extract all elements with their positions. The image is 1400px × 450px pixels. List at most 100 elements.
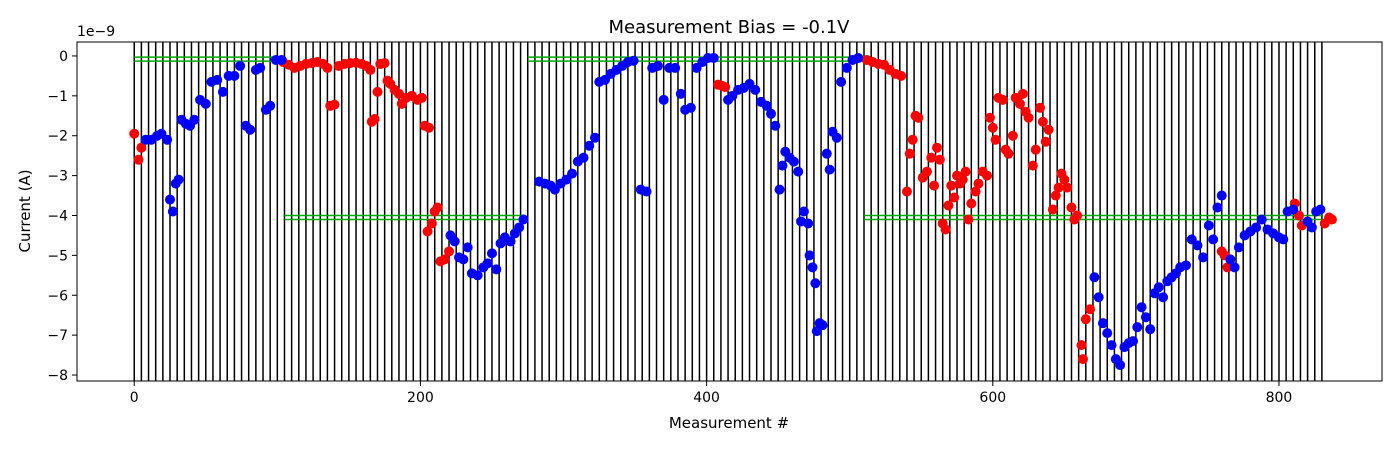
data-point-blue: [685, 102, 696, 113]
chart-title: Measurement Bias = -0.1V: [608, 17, 850, 38]
data-point-blue: [245, 124, 256, 135]
y-axis: 0 −1 −2 −3 −4 −5 −6 −7 −8: [47, 49, 77, 384]
data-point-blue: [255, 62, 266, 73]
data-point-red: [973, 178, 984, 189]
data-point-blue: [1256, 214, 1267, 225]
data-point-blue: [1192, 240, 1203, 251]
data-point-red: [369, 113, 380, 124]
data-point-red: [949, 192, 960, 203]
data-point-red: [896, 70, 907, 81]
y-tick-label: −1: [47, 89, 68, 105]
data-point-blue: [1106, 340, 1117, 351]
data-point-red: [372, 86, 383, 97]
data-point-blue: [675, 88, 686, 99]
data-point-red: [940, 224, 951, 235]
data-point-blue: [807, 262, 818, 273]
data-point-blue: [1208, 234, 1219, 245]
data-point-blue: [1203, 220, 1214, 231]
x-axis-label: Measurement #: [669, 414, 789, 432]
data-point-blue: [708, 52, 719, 63]
data-point-blue: [482, 258, 493, 269]
plot-frame: [76, 41, 1383, 382]
data-point-red: [929, 180, 940, 191]
data-point-red: [931, 142, 942, 153]
data-point-blue: [486, 248, 497, 259]
data-point-group: [129, 52, 1337, 371]
data-point-blue: [472, 270, 483, 281]
data-point-red: [926, 152, 937, 163]
data-point-blue: [458, 254, 469, 265]
data-point-blue: [824, 164, 835, 175]
x-tick-label: 600: [979, 390, 1006, 406]
data-point-red: [133, 154, 144, 165]
data-point-red: [424, 122, 435, 133]
data-point-blue: [449, 236, 460, 247]
data-point-red: [1037, 116, 1048, 127]
data-point-red: [1076, 340, 1087, 351]
data-point-red: [416, 92, 427, 103]
data-point-blue: [774, 184, 785, 195]
data-point-blue: [212, 74, 223, 85]
data-point-red: [1007, 130, 1018, 141]
data-point-blue: [652, 60, 663, 71]
data-point-red: [913, 112, 924, 123]
data-point-red: [1066, 202, 1077, 213]
data-point-blue: [658, 94, 669, 105]
data-point-red: [426, 218, 437, 229]
data-point-red: [907, 134, 918, 145]
data-point-blue: [189, 114, 200, 125]
data-point-red: [329, 99, 340, 110]
data-point-red: [322, 62, 333, 73]
data-point-red: [966, 198, 977, 209]
y-tick-label: −2: [47, 129, 68, 145]
data-point-red: [970, 186, 981, 197]
data-point-blue: [462, 242, 473, 253]
data-point-blue: [1128, 336, 1139, 347]
data-point-red: [1027, 160, 1038, 171]
data-point-red: [1077, 354, 1088, 365]
data-point-blue: [1216, 190, 1227, 201]
data-point-red: [1050, 190, 1061, 201]
data-point-red: [982, 170, 993, 181]
data-point-blue: [1136, 302, 1147, 313]
x-axis: 0 200 400 600 800: [130, 381, 1293, 406]
data-point-blue: [1158, 292, 1169, 303]
data-point-red: [129, 128, 140, 139]
data-point-blue: [578, 152, 589, 163]
data-point-blue: [1153, 282, 1164, 293]
data-point-red: [1085, 304, 1096, 315]
data-point-blue: [1306, 222, 1317, 233]
data-point-red: [943, 200, 954, 211]
data-point-blue: [589, 132, 600, 143]
data-point-red: [136, 142, 147, 153]
x-tick-label: 800: [1266, 390, 1293, 406]
data-point-red: [963, 214, 974, 225]
data-point-blue: [1102, 328, 1113, 339]
data-point-blue: [1225, 254, 1236, 265]
data-point-blue: [804, 250, 815, 261]
data-point-blue: [584, 140, 595, 151]
y-tick-label: 0: [59, 49, 68, 65]
data-point-red: [921, 166, 932, 177]
data-point-blue: [1315, 204, 1326, 215]
y-tick-label: −5: [47, 248, 68, 264]
data-point-blue: [1212, 202, 1223, 213]
data-point-red: [1222, 262, 1233, 273]
data-point-red: [1017, 88, 1028, 99]
data-point-red: [1326, 214, 1337, 225]
data-point-blue: [1229, 262, 1240, 273]
y-tick-label: −4: [47, 208, 68, 224]
x-tick-label: 400: [693, 390, 720, 406]
data-point-red: [1035, 102, 1046, 113]
data-point-red: [934, 154, 945, 165]
data-point-red: [422, 226, 433, 237]
data-point-blue: [641, 186, 652, 197]
data-point-red: [990, 134, 1001, 145]
data-point-blue: [765, 108, 776, 119]
data-point-red: [960, 166, 971, 177]
data-point-blue: [750, 84, 761, 95]
data-point-red: [957, 174, 968, 185]
data-point-blue: [761, 100, 772, 111]
data-point-red: [439, 254, 450, 265]
data-point-red: [713, 79, 724, 90]
